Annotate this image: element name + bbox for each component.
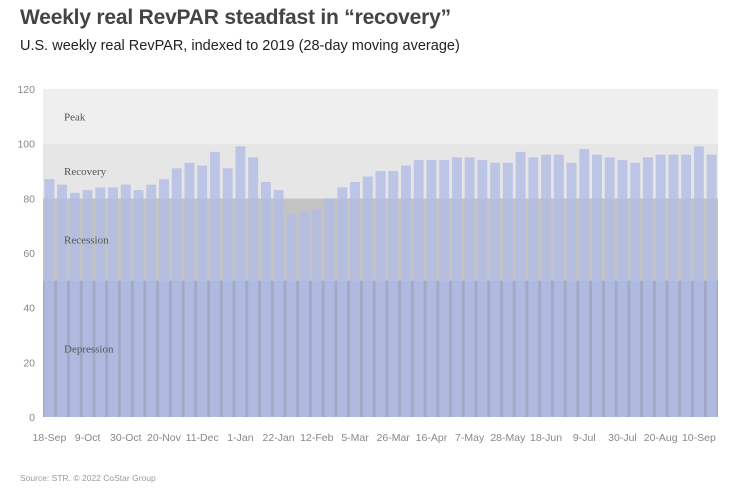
bar — [108, 187, 119, 417]
bar — [350, 181, 360, 417]
x-tick-label: 22-Jan — [263, 432, 295, 444]
bar — [451, 157, 462, 418]
bar — [120, 184, 131, 417]
y-tick-label: 0 — [29, 412, 35, 424]
bar — [604, 157, 615, 418]
bar — [311, 209, 322, 417]
bar — [693, 146, 704, 417]
bar — [82, 190, 93, 417]
y-tick-label: 20 — [23, 357, 35, 369]
bar — [184, 162, 195, 417]
bar — [502, 162, 513, 417]
zone-band-peak — [43, 89, 718, 144]
x-tick-label: 20-Aug — [644, 432, 678, 444]
x-tick-label: 20-Nov — [147, 432, 182, 444]
bar — [95, 187, 106, 417]
bar — [515, 151, 526, 417]
bar — [197, 165, 208, 417]
y-tick-label: 80 — [23, 193, 35, 205]
x-axis-ticks: 18-Sep 9-Oct 30-Oct 20-Nov 11-Dec 1-Jan 22-Jan… — [32, 432, 716, 444]
x-tick-label: 30-Jul — [608, 432, 637, 444]
zone-label-depression: Depression — [64, 344, 114, 356]
x-tick-label: 18-Jun — [530, 432, 562, 444]
x-tick-label: 7-May — [455, 432, 485, 444]
bar — [592, 154, 602, 417]
bar — [362, 176, 373, 417]
source-note: Source: STR. © 2022 CoStar Group — [20, 473, 156, 483]
bar — [146, 184, 157, 417]
bar — [337, 187, 348, 417]
bar — [579, 149, 590, 417]
y-tick-label: 120 — [17, 84, 35, 96]
bar — [630, 162, 641, 417]
x-tick-label: 10-Sep — [682, 432, 716, 444]
y-tick-label: 40 — [23, 303, 35, 315]
bar — [706, 154, 717, 417]
x-tick-label: 5-Mar — [341, 432, 369, 444]
bar — [681, 154, 692, 417]
x-tick-label: 9-Oct — [75, 432, 101, 444]
bar — [248, 157, 259, 418]
bar — [668, 154, 679, 417]
x-tick-label: 18-Sep — [32, 432, 66, 444]
x-tick-label: 16-Apr — [416, 432, 448, 444]
bar — [439, 160, 450, 418]
bars — [44, 146, 717, 418]
bar — [44, 179, 55, 417]
bar — [299, 212, 310, 417]
x-tick-label: 12-Feb — [300, 432, 333, 444]
bar — [388, 171, 399, 417]
bar — [655, 154, 666, 417]
bar — [553, 154, 564, 417]
chart-subtitle: U.S. weekly real RevPAR, indexed to 2019… — [20, 38, 460, 54]
bar — [209, 151, 220, 417]
zone-label-peak: Peak — [64, 111, 86, 123]
zone-label-recession: Recession — [64, 234, 109, 246]
bar — [541, 154, 552, 417]
bar — [57, 184, 68, 417]
bar — [477, 160, 488, 418]
bar — [171, 168, 182, 417]
x-tick-label: 28-May — [490, 432, 526, 444]
zone-label-recovery: Recovery — [64, 166, 107, 178]
bar — [375, 171, 386, 417]
bar — [464, 157, 475, 418]
x-tick-label: 26-Mar — [377, 432, 411, 444]
bar — [69, 192, 80, 417]
y-axis-ticks: 0 20 40 60 80 100 120 — [17, 84, 35, 424]
chart-title: Weekly real RevPAR steadfast in “recover… — [20, 6, 451, 29]
bar — [286, 214, 297, 417]
bar — [273, 190, 284, 417]
zone-labels: Depression Recession Recovery Peak — [64, 111, 114, 355]
y-tick-label: 60 — [23, 248, 35, 260]
bar — [528, 157, 539, 418]
bar — [260, 181, 271, 417]
x-tick-label: 9-Jul — [573, 432, 596, 444]
bar — [490, 162, 501, 417]
bar — [159, 179, 169, 417]
bar — [222, 168, 233, 417]
bar — [413, 160, 424, 418]
bar — [324, 198, 335, 417]
x-tick-label: 30-Oct — [110, 432, 142, 444]
x-tick-label: 11-Dec — [186, 432, 219, 444]
bar — [642, 157, 653, 418]
bar — [566, 162, 577, 417]
bar — [133, 190, 144, 417]
x-tick-label: 1-Jan — [227, 432, 253, 444]
bar — [426, 160, 437, 418]
bar — [401, 165, 411, 417]
y-tick-label: 100 — [17, 139, 35, 151]
bar — [235, 146, 246, 417]
bar — [617, 160, 628, 418]
